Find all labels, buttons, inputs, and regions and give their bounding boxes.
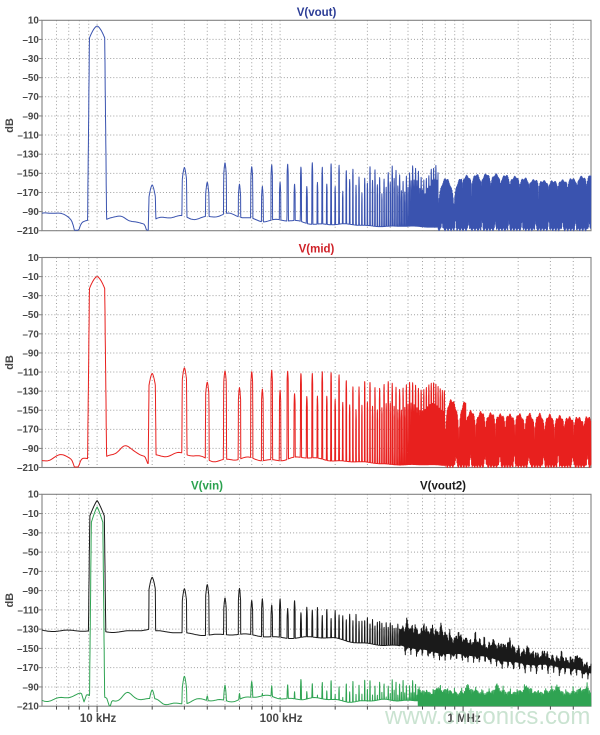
svg-text:V(vout): V(vout) [297,7,337,19]
svg-text:–170: –170 [17,663,39,674]
svg-text:10: 10 [28,490,39,501]
svg-text:–10: –10 [22,35,39,46]
svg-text:–50: –50 [22,73,39,84]
svg-text:–210: –210 [17,702,39,713]
svg-text:–30: –30 [22,54,39,65]
svg-text:–90: –90 [22,111,39,122]
svg-text:–90: –90 [22,444,39,455]
svg-text:V(vout2): V(vout2) [420,481,466,493]
svg-text:–50: –50 [22,310,39,321]
svg-text:–110: –110 [18,130,40,141]
svg-text:–30: –30 [22,528,39,539]
svg-text:–170: –170 [17,425,39,436]
svg-text:–10: –10 [22,509,39,520]
svg-text:dB: dB [4,355,16,370]
svg-text:–130: –130 [17,625,39,636]
svg-text:–130: –130 [17,387,39,398]
svg-text:www.cntronics.com: www.cntronics.com [384,703,590,730]
svg-text:–90: –90 [22,586,39,597]
svg-text:–210: –210 [17,463,39,474]
svg-text:dB: dB [4,118,16,133]
svg-text:–10: –10 [22,272,39,283]
svg-text:–170: –170 [17,188,39,199]
svg-text:–110: –110 [18,367,40,378]
svg-text:–50: –50 [22,547,39,558]
svg-text:10: 10 [28,253,39,264]
svg-text:–150: –150 [17,406,39,417]
svg-text:–110: –110 [18,605,40,616]
svg-text:–150: –150 [17,169,39,180]
svg-text:V(mid): V(mid) [299,244,335,256]
svg-text:–210: –210 [17,226,39,237]
svg-text:10 kHz: 10 kHz [80,713,117,725]
svg-text:–150: –150 [17,644,39,655]
svg-text:–90: –90 [22,207,39,218]
svg-text:10: 10 [28,16,39,27]
svg-text:–90: –90 [22,348,39,359]
svg-text:–30: –30 [22,291,39,302]
svg-text:–70: –70 [22,92,39,103]
svg-text:–130: –130 [17,150,39,161]
svg-text:–70: –70 [22,567,39,578]
svg-text:dB: dB [4,593,16,608]
svg-text:100 kHz: 100 kHz [260,713,303,725]
svg-text:1 MHz: 1 MHz [447,713,480,725]
svg-text:V(vin): V(vin) [191,481,223,493]
svg-text:–70: –70 [22,329,39,340]
svg-text:–90: –90 [22,682,39,693]
